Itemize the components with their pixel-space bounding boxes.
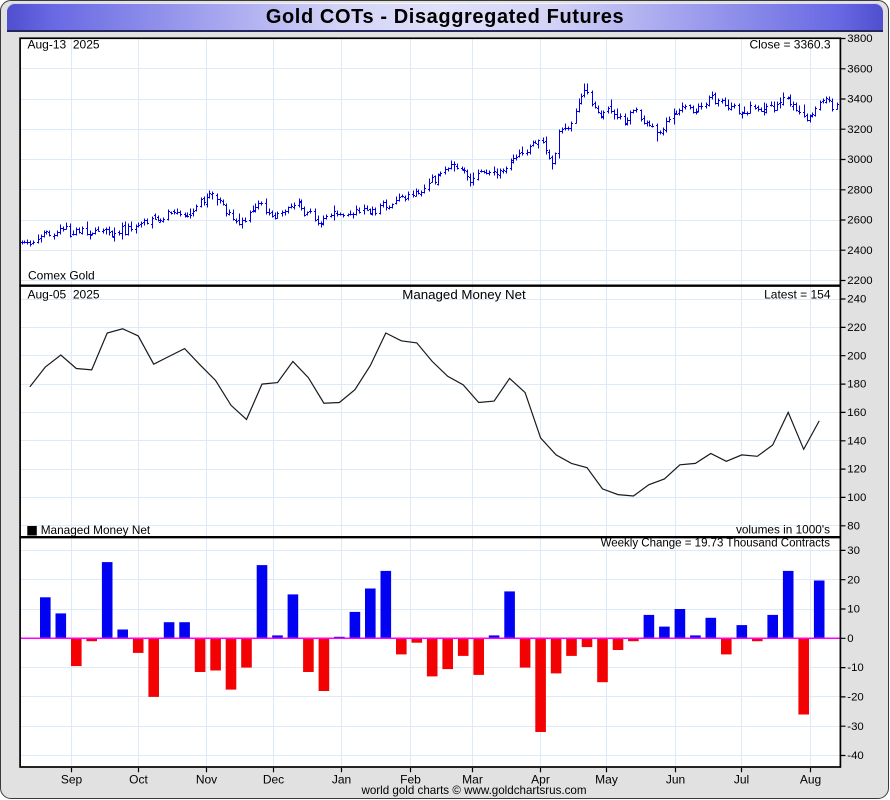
svg-text:May: May	[595, 773, 618, 787]
svg-text:2400: 2400	[847, 245, 872, 257]
svg-text:80: 80	[847, 520, 860, 532]
svg-text:Jan: Jan	[332, 773, 351, 787]
svg-text:Aug-13 2025: Aug-13 2025	[28, 38, 100, 52]
svg-text:180: 180	[847, 379, 866, 391]
svg-text:-10: -10	[847, 662, 863, 674]
svg-text:Nov: Nov	[196, 773, 217, 787]
svg-text:Feb: Feb	[400, 773, 421, 787]
svg-text:30: 30	[847, 545, 860, 557]
svg-text:120: 120	[847, 464, 866, 476]
svg-text:Latest = 154: Latest = 154	[764, 288, 831, 302]
svg-text:Comex Gold: Comex Gold	[28, 269, 95, 283]
svg-text:Dec: Dec	[263, 773, 284, 787]
svg-text:240: 240	[847, 294, 866, 306]
svg-text:Sep: Sep	[61, 773, 83, 787]
svg-text:200: 200	[847, 350, 866, 362]
svg-text:Weekly Change = 19.73 Thousand: Weekly Change = 19.73 Thousand Contracts	[601, 538, 831, 550]
svg-text:-40: -40	[847, 750, 863, 762]
svg-text:Managed Money Net: Managed Money Net	[402, 287, 526, 302]
svg-text:Mar: Mar	[462, 773, 483, 787]
svg-text:Jul: Jul	[734, 773, 749, 787]
svg-text:2200: 2200	[847, 275, 872, 287]
svg-text:10: 10	[847, 604, 860, 616]
svg-text:-30: -30	[847, 721, 863, 733]
svg-text:world gold charts © www.goldch: world gold charts © www.goldchartsrus.co…	[360, 784, 586, 797]
svg-text:160: 160	[847, 407, 866, 419]
svg-text:volumes in 1000's: volumes in 1000's	[736, 523, 830, 537]
svg-text:3800: 3800	[847, 33, 872, 45]
svg-text:-20: -20	[847, 691, 863, 703]
svg-text:2800: 2800	[847, 184, 872, 196]
svg-text:3000: 3000	[847, 154, 872, 166]
svg-text:0: 0	[847, 633, 853, 645]
svg-text:Managed Money Net: Managed Money Net	[41, 523, 151, 537]
svg-text:2600: 2600	[847, 215, 872, 227]
svg-text:220: 220	[847, 322, 866, 334]
svg-text:Oct: Oct	[129, 773, 148, 787]
svg-text:Apr: Apr	[531, 773, 550, 787]
svg-text:100: 100	[847, 492, 866, 504]
svg-text:20: 20	[847, 574, 860, 586]
svg-text:140: 140	[847, 435, 866, 447]
svg-text:3200: 3200	[847, 124, 872, 136]
svg-text:3400: 3400	[847, 94, 872, 106]
svg-text:Aug: Aug	[800, 773, 821, 787]
svg-text:Aug-05 2025: Aug-05 2025	[28, 288, 100, 302]
svg-text:Close = 3360.3: Close = 3360.3	[749, 38, 830, 52]
svg-text:Jun: Jun	[666, 773, 685, 787]
svg-text:3600: 3600	[847, 63, 872, 75]
